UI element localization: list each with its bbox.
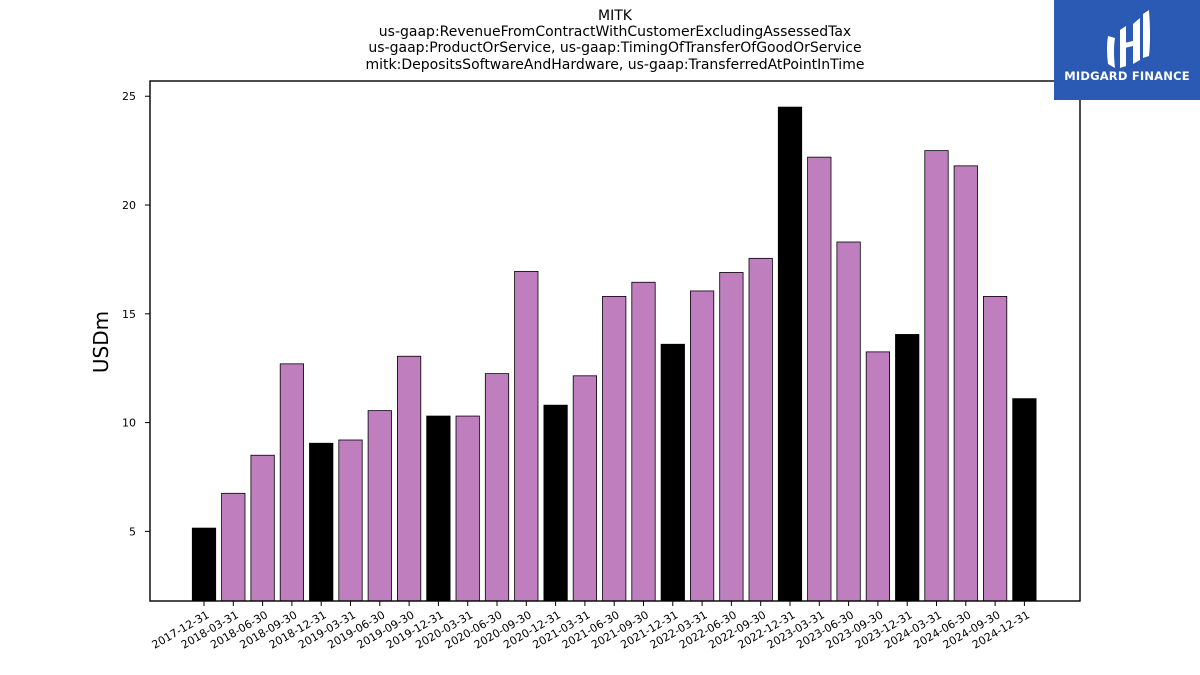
bar-2017-12-31 — [191, 527, 217, 602]
bar-2023-06-30 — [836, 241, 861, 602]
y-tick-label: 5 — [129, 525, 136, 538]
bar-2023-03-31 — [807, 156, 832, 602]
bar-2020-09-30 — [514, 270, 539, 602]
bar-2019-09-30 — [396, 355, 422, 602]
bar-2023-12-31 — [895, 334, 920, 602]
bar-2024-12-31 — [1012, 398, 1037, 602]
bar-2024-03-31 — [924, 150, 949, 602]
y-axis-ticks: 5 10 15 20 25 — [122, 90, 150, 538]
bar-2019-12-31 — [426, 415, 451, 602]
bar-2021-03-31 — [572, 375, 598, 602]
bar-2020-06-30 — [484, 373, 510, 602]
chart-title-line-4: mitk:DepositsSoftwareAndHardware, us-gaa… — [366, 57, 865, 73]
chart-title-line-1: MITK — [598, 8, 633, 24]
bar-2021-06-30 — [602, 295, 627, 602]
plot-frame — [149, 80, 1081, 602]
y-tick-label: 20 — [122, 199, 136, 212]
bars — [191, 106, 1037, 602]
bar-2022-12-31 — [777, 106, 803, 602]
bar-2018-12-31 — [309, 442, 334, 602]
bar-2023-09-30 — [865, 351, 891, 602]
bar-2020-03-31 — [455, 415, 480, 602]
chart-title-line-2: us-gaap:RevenueFromContractWithCustomerE… — [379, 24, 851, 40]
chart-title: MITK us-gaap:RevenueFromContractWithCust… — [366, 8, 865, 73]
y-axis-label: USDm — [89, 311, 113, 373]
bar-2019-03-31 — [338, 439, 363, 602]
midgard-logo-icon — [1107, 10, 1150, 68]
bar-2019-06-30 — [367, 410, 392, 602]
chart-title-line-3: us-gaap:ProductOrService, us-gaap:Timing… — [368, 40, 861, 56]
bar-2018-03-31 — [221, 492, 246, 602]
y-tick-label: 10 — [122, 417, 136, 430]
bar-2024-09-30 — [983, 295, 1008, 602]
bar-2021-09-30 — [631, 281, 656, 602]
bar-2018-06-30 — [250, 454, 275, 602]
brand-name: MIDGARD FINANCE — [1064, 69, 1190, 83]
brand-logo: MIDGARD FINANCE — [1054, 0, 1200, 100]
bar-2018-09-30 — [279, 363, 305, 602]
y-tick-label: 15 — [122, 308, 136, 321]
bar-2022-06-30 — [719, 272, 744, 602]
x-axis-ticks: 2017-12-312018-03-312018-06-302018-09-30… — [150, 601, 1032, 652]
bar-2024-06-30 — [953, 165, 978, 602]
bar-2020-12-31 — [543, 404, 568, 602]
bar-2021-12-31 — [660, 343, 685, 602]
bar-2022-03-31 — [690, 290, 715, 602]
y-tick-label: 25 — [122, 90, 136, 103]
bar-2022-09-30 — [748, 257, 773, 602]
